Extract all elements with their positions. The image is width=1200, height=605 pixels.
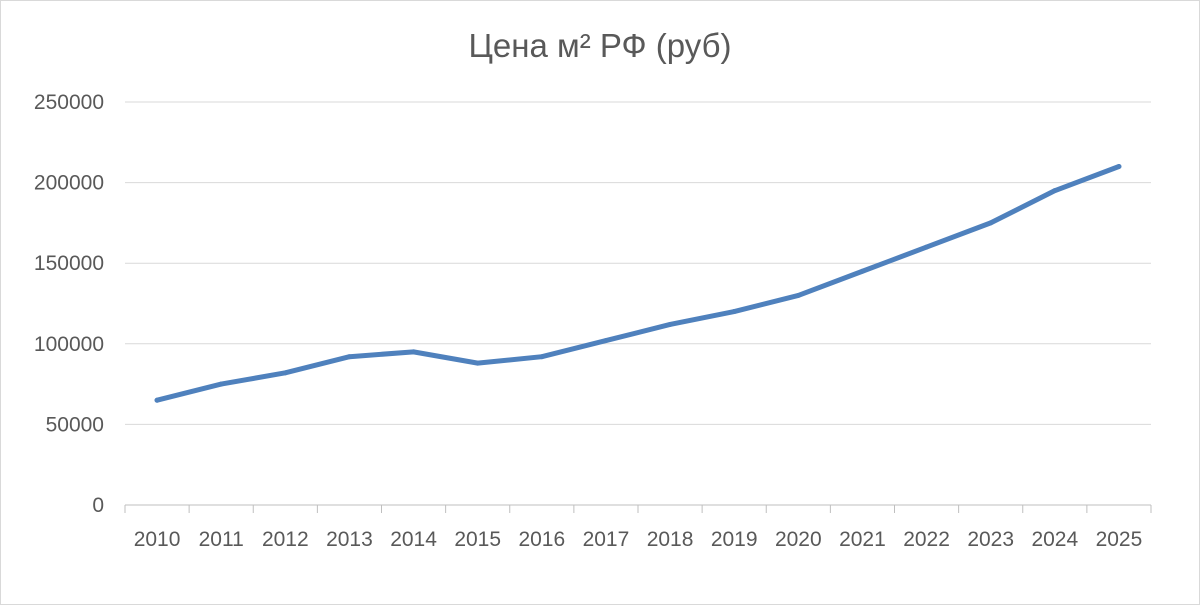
data-point	[667, 321, 673, 327]
x-tick-label: 2021	[839, 528, 886, 551]
data-point	[988, 220, 994, 226]
y-tick-label: 200000	[34, 172, 104, 195]
data-point	[154, 397, 160, 403]
x-tick-label: 2023	[967, 528, 1014, 551]
x-tick-label: 2020	[775, 528, 822, 551]
x-tick-label: 2013	[326, 528, 373, 551]
data-point	[218, 381, 224, 387]
data-point	[539, 354, 545, 360]
x-tick-label: 2012	[262, 528, 309, 551]
x-tick-label: 2024	[1031, 528, 1078, 551]
data-point	[1052, 188, 1058, 194]
data-point	[795, 292, 801, 298]
x-tick-label: 2014	[390, 528, 437, 551]
data-point	[475, 360, 481, 366]
data-point	[346, 354, 352, 360]
x-tick-label: 2015	[454, 528, 501, 551]
x-tick-label: 2018	[647, 528, 694, 551]
x-tick-label: 2022	[903, 528, 950, 551]
data-point	[282, 370, 288, 376]
y-tick-label: 50000	[46, 413, 104, 436]
data-point	[731, 309, 737, 315]
x-tick-label: 2025	[1096, 528, 1143, 551]
y-tick-label: 0	[92, 494, 104, 517]
x-tick-label: 2011	[199, 528, 244, 551]
data-point	[924, 244, 930, 250]
x-tick-label: 2017	[583, 528, 630, 551]
y-tick-label: 150000	[34, 252, 104, 275]
y-tick-label: 100000	[34, 333, 104, 356]
data-point	[859, 268, 865, 274]
data-point	[603, 338, 609, 344]
x-tick-label: 2019	[711, 528, 758, 551]
chart-title: Цена м² РФ (руб)	[468, 27, 732, 64]
x-tick-label: 2016	[518, 528, 565, 551]
data-point	[411, 349, 417, 355]
series-line	[154, 163, 1122, 403]
y-tick-label: 250000	[34, 91, 104, 114]
x-tick-label: 2010	[134, 528, 181, 551]
data-point	[1116, 163, 1122, 169]
